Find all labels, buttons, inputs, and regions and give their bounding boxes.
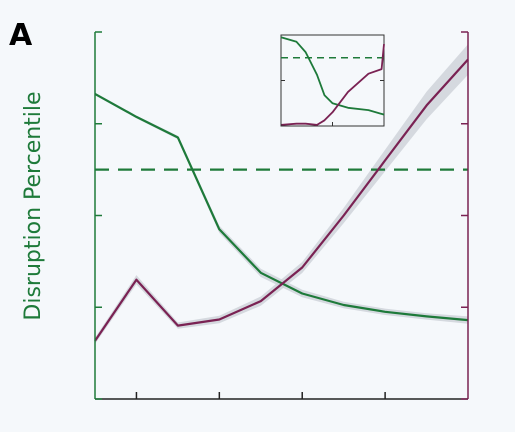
y-axis-label: Disruption Percentile xyxy=(21,91,46,320)
inset-series-line-0 xyxy=(280,36,385,116)
inset-plot xyxy=(280,34,385,127)
inset-series-line-1 xyxy=(280,44,385,126)
panel-label: A xyxy=(9,18,33,53)
series-line-1 xyxy=(94,58,469,342)
main-plot xyxy=(94,31,469,400)
